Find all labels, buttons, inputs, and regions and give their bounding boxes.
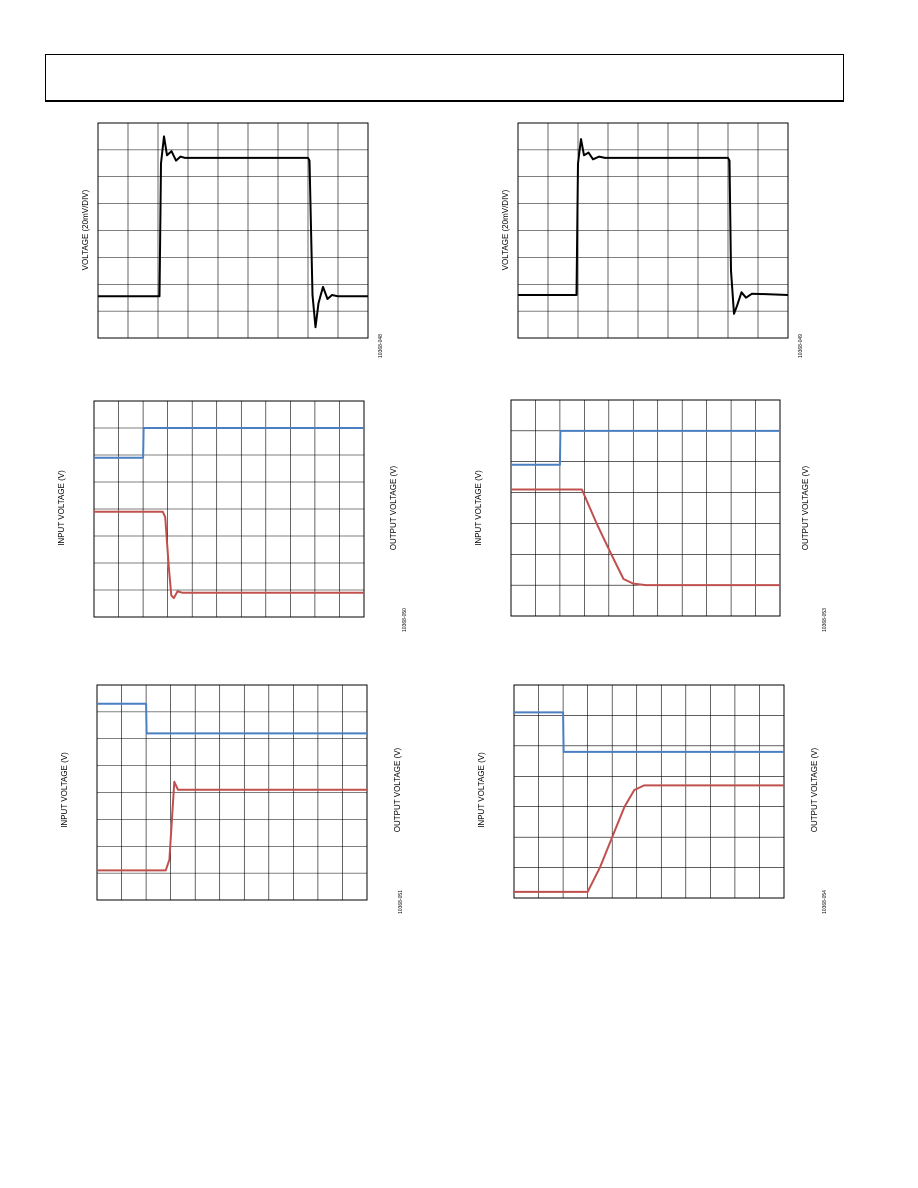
series-line-1	[98, 135, 368, 329]
figure-id: 10368-048	[378, 334, 384, 358]
plot-3: INPUT VOLTAGE (V) OUTPUT VOLTAGE (V) 10368…	[57, 400, 408, 632]
plot-frame	[510, 399, 781, 617]
series-line-1	[511, 429, 780, 466]
series-line-2	[511, 488, 780, 587]
left-axis-label: INPUT VOLTAGE (V)	[474, 470, 483, 546]
figure-id: 10368-050	[402, 608, 408, 632]
plot-5: INPUT VOLTAGE (V) OUTPUT VOLTAGE (V) 10368…	[60, 684, 404, 914]
left-axis-label: INPUT VOLTAGE (V)	[477, 752, 486, 828]
right-axis-label: OUTPUT VOLTAGE (V)	[389, 465, 398, 550]
series-line-1	[518, 138, 789, 315]
page-header-box	[45, 54, 844, 102]
figure-id: 10368-051	[398, 890, 404, 914]
series-line-1	[94, 427, 364, 459]
series-line-2	[94, 510, 364, 600]
plot-4: INPUT VOLTAGE (V) OUTPUT VOLTAGE (V) 10368…	[474, 399, 828, 632]
plot-frame	[513, 684, 785, 899]
plot-6: INPUT VOLTAGE (V) OUTPUT VOLTAGE (V) 10368…	[477, 684, 828, 914]
right-axis-label: OUTPUT VOLTAGE (V)	[810, 747, 819, 832]
series-line-1	[514, 711, 784, 753]
series-line-2	[514, 784, 784, 893]
plot-1: VOLTAGE (20mV/DIV) 10368-048	[81, 122, 384, 358]
left-axis-label: INPUT VOLTAGE (V)	[60, 752, 69, 828]
series-line-2	[97, 780, 367, 872]
right-axis-label: OUTPUT VOLTAGE (V)	[393, 747, 402, 832]
y-axis-label: VOLTAGE (20mV/DIV)	[81, 189, 90, 270]
plot-2: VOLTAGE (20mV/DIV) 10368-049	[501, 122, 804, 358]
left-axis-label: INPUT VOLTAGE (V)	[57, 470, 66, 546]
series-line-1	[97, 702, 367, 735]
figure-id: 10368-054	[822, 890, 828, 914]
figure-id: 10368-053	[822, 608, 828, 632]
right-axis-label: OUTPUT VOLTAGE (V)	[801, 465, 810, 550]
figure-id: 10368-049	[798, 334, 804, 358]
y-axis-label: VOLTAGE (20mV/DIV)	[501, 189, 510, 270]
